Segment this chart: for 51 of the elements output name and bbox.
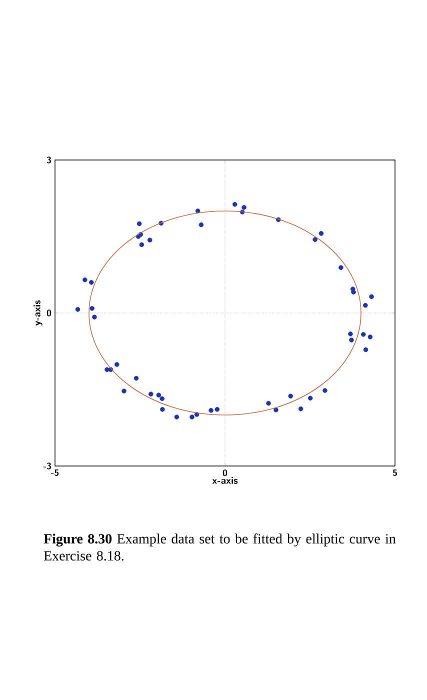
point — [348, 332, 353, 336]
point — [136, 221, 142, 226]
y-tick-label: -3 — [43, 462, 52, 470]
point — [190, 414, 194, 420]
point — [363, 302, 368, 308]
y-tick-label: 0 — [46, 310, 52, 316]
point — [88, 280, 94, 285]
point — [266, 400, 271, 406]
x-axis-title: x-axis — [212, 477, 238, 484]
point — [338, 265, 344, 270]
point — [148, 392, 154, 396]
point — [349, 338, 354, 342]
point — [90, 306, 94, 311]
point — [242, 205, 246, 210]
x-tick-label: 0 — [222, 470, 228, 476]
point — [208, 408, 214, 413]
point — [139, 242, 144, 248]
point — [274, 408, 278, 412]
point — [298, 406, 304, 412]
point — [369, 294, 374, 300]
x-tick-label: -5 — [50, 470, 59, 476]
point — [122, 388, 126, 394]
point — [194, 412, 200, 417]
point — [114, 362, 120, 367]
point — [134, 376, 139, 381]
point — [75, 307, 80, 312]
point — [198, 222, 204, 228]
point — [308, 396, 313, 401]
y-axis-title: y-axis — [34, 300, 42, 326]
point — [312, 237, 318, 242]
y-tick-label: 3 — [46, 156, 52, 164]
point — [288, 394, 294, 399]
point — [350, 286, 356, 292]
point — [92, 314, 97, 320]
point — [160, 396, 164, 402]
point — [174, 414, 180, 420]
point — [156, 392, 162, 398]
point — [232, 202, 238, 207]
point — [363, 347, 368, 352]
x-tick-label: 5 — [392, 470, 397, 476]
point — [160, 406, 165, 412]
point — [322, 388, 328, 393]
point — [147, 238, 152, 242]
point — [104, 367, 110, 372]
point — [214, 406, 220, 412]
point — [368, 334, 373, 340]
point — [195, 208, 200, 214]
point — [318, 231, 324, 236]
point — [360, 332, 366, 337]
text: Figure 8.30 Example data set to be fitted by elliptic curve in Exercise 8.18. — [44, 534, 396, 561]
point — [82, 277, 88, 282]
